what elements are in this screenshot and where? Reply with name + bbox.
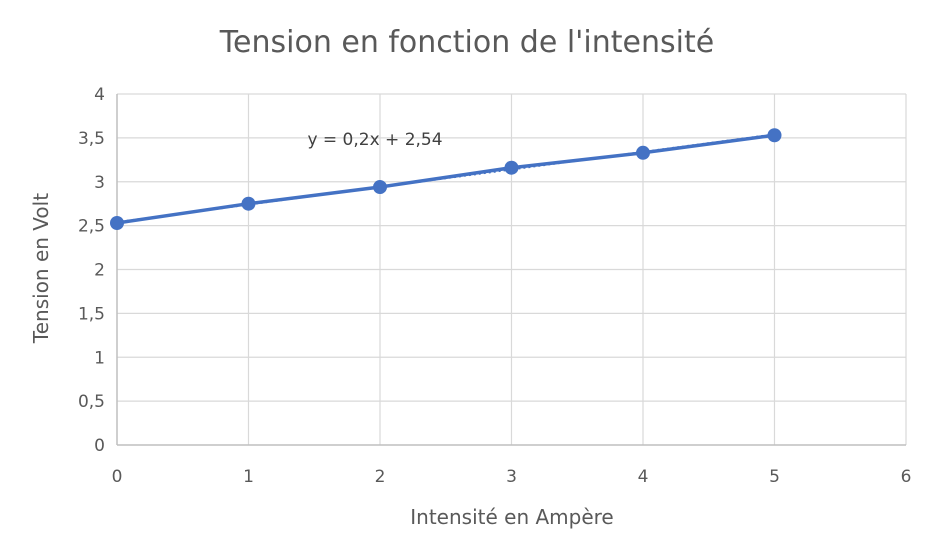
y-axis-title: Tension en Volt bbox=[29, 193, 53, 344]
trendline-equation: y = 0,2x + 2,54 bbox=[307, 130, 442, 150]
x-tick-labels: 0 1 2 3 4 5 6 bbox=[112, 467, 912, 487]
x-axis-title: Intensité en Ampère bbox=[410, 505, 613, 529]
x-tick-label: 1 bbox=[243, 467, 254, 487]
x-tick-label: 0 bbox=[112, 467, 123, 487]
y-tick-label: 2 bbox=[94, 261, 105, 281]
y-tick-label: 0,5 bbox=[78, 392, 105, 412]
y-tick-label: 4 bbox=[94, 85, 105, 105]
x-tick-label: 3 bbox=[506, 467, 517, 487]
chart-title: Tension en fonction de l'intensité bbox=[219, 25, 714, 60]
data-point bbox=[110, 215, 124, 230]
axes bbox=[116, 94, 906, 446]
data-series bbox=[110, 128, 782, 230]
y-tick-label: 3 bbox=[94, 173, 105, 193]
y-tick-label: 2,5 bbox=[78, 217, 105, 237]
data-point bbox=[636, 145, 650, 160]
data-point bbox=[504, 160, 519, 175]
gridlines bbox=[117, 93, 907, 445]
data-point bbox=[241, 196, 256, 211]
data-point bbox=[767, 128, 782, 143]
y-tick-label: 3,5 bbox=[78, 129, 105, 149]
y-tick-labels: 0 0,5 1 1,5 2 2,5 3 3,5 4 bbox=[78, 85, 105, 456]
x-tick-label: 4 bbox=[638, 467, 649, 487]
x-tick-label: 2 bbox=[375, 467, 386, 487]
y-tick-label: 0 bbox=[94, 436, 105, 456]
y-tick-label: 1 bbox=[94, 348, 105, 368]
y-tick-label: 1,5 bbox=[78, 304, 105, 324]
x-tick-label: 6 bbox=[901, 467, 912, 487]
x-tick-label: 5 bbox=[769, 467, 780, 487]
series-line bbox=[116, 133, 775, 225]
data-point bbox=[373, 180, 387, 195]
